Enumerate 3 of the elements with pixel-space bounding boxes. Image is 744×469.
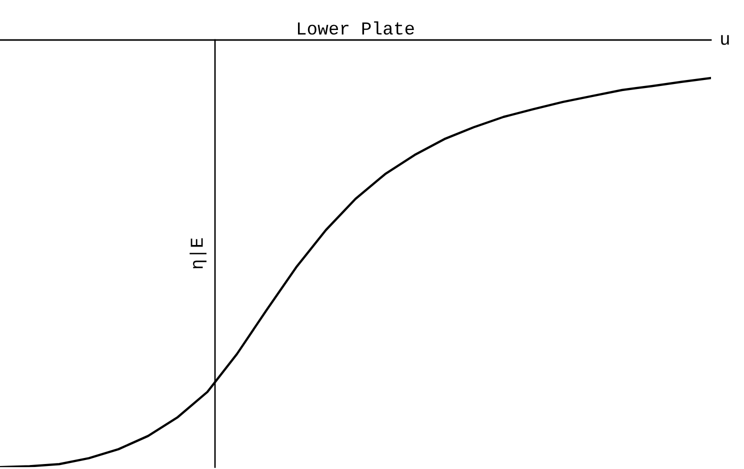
chart-title: Lower Plate bbox=[298, 21, 414, 35]
x-axis-title: u bbox=[721, 35, 729, 45]
y-axis-title: η|E bbox=[190, 238, 206, 268]
